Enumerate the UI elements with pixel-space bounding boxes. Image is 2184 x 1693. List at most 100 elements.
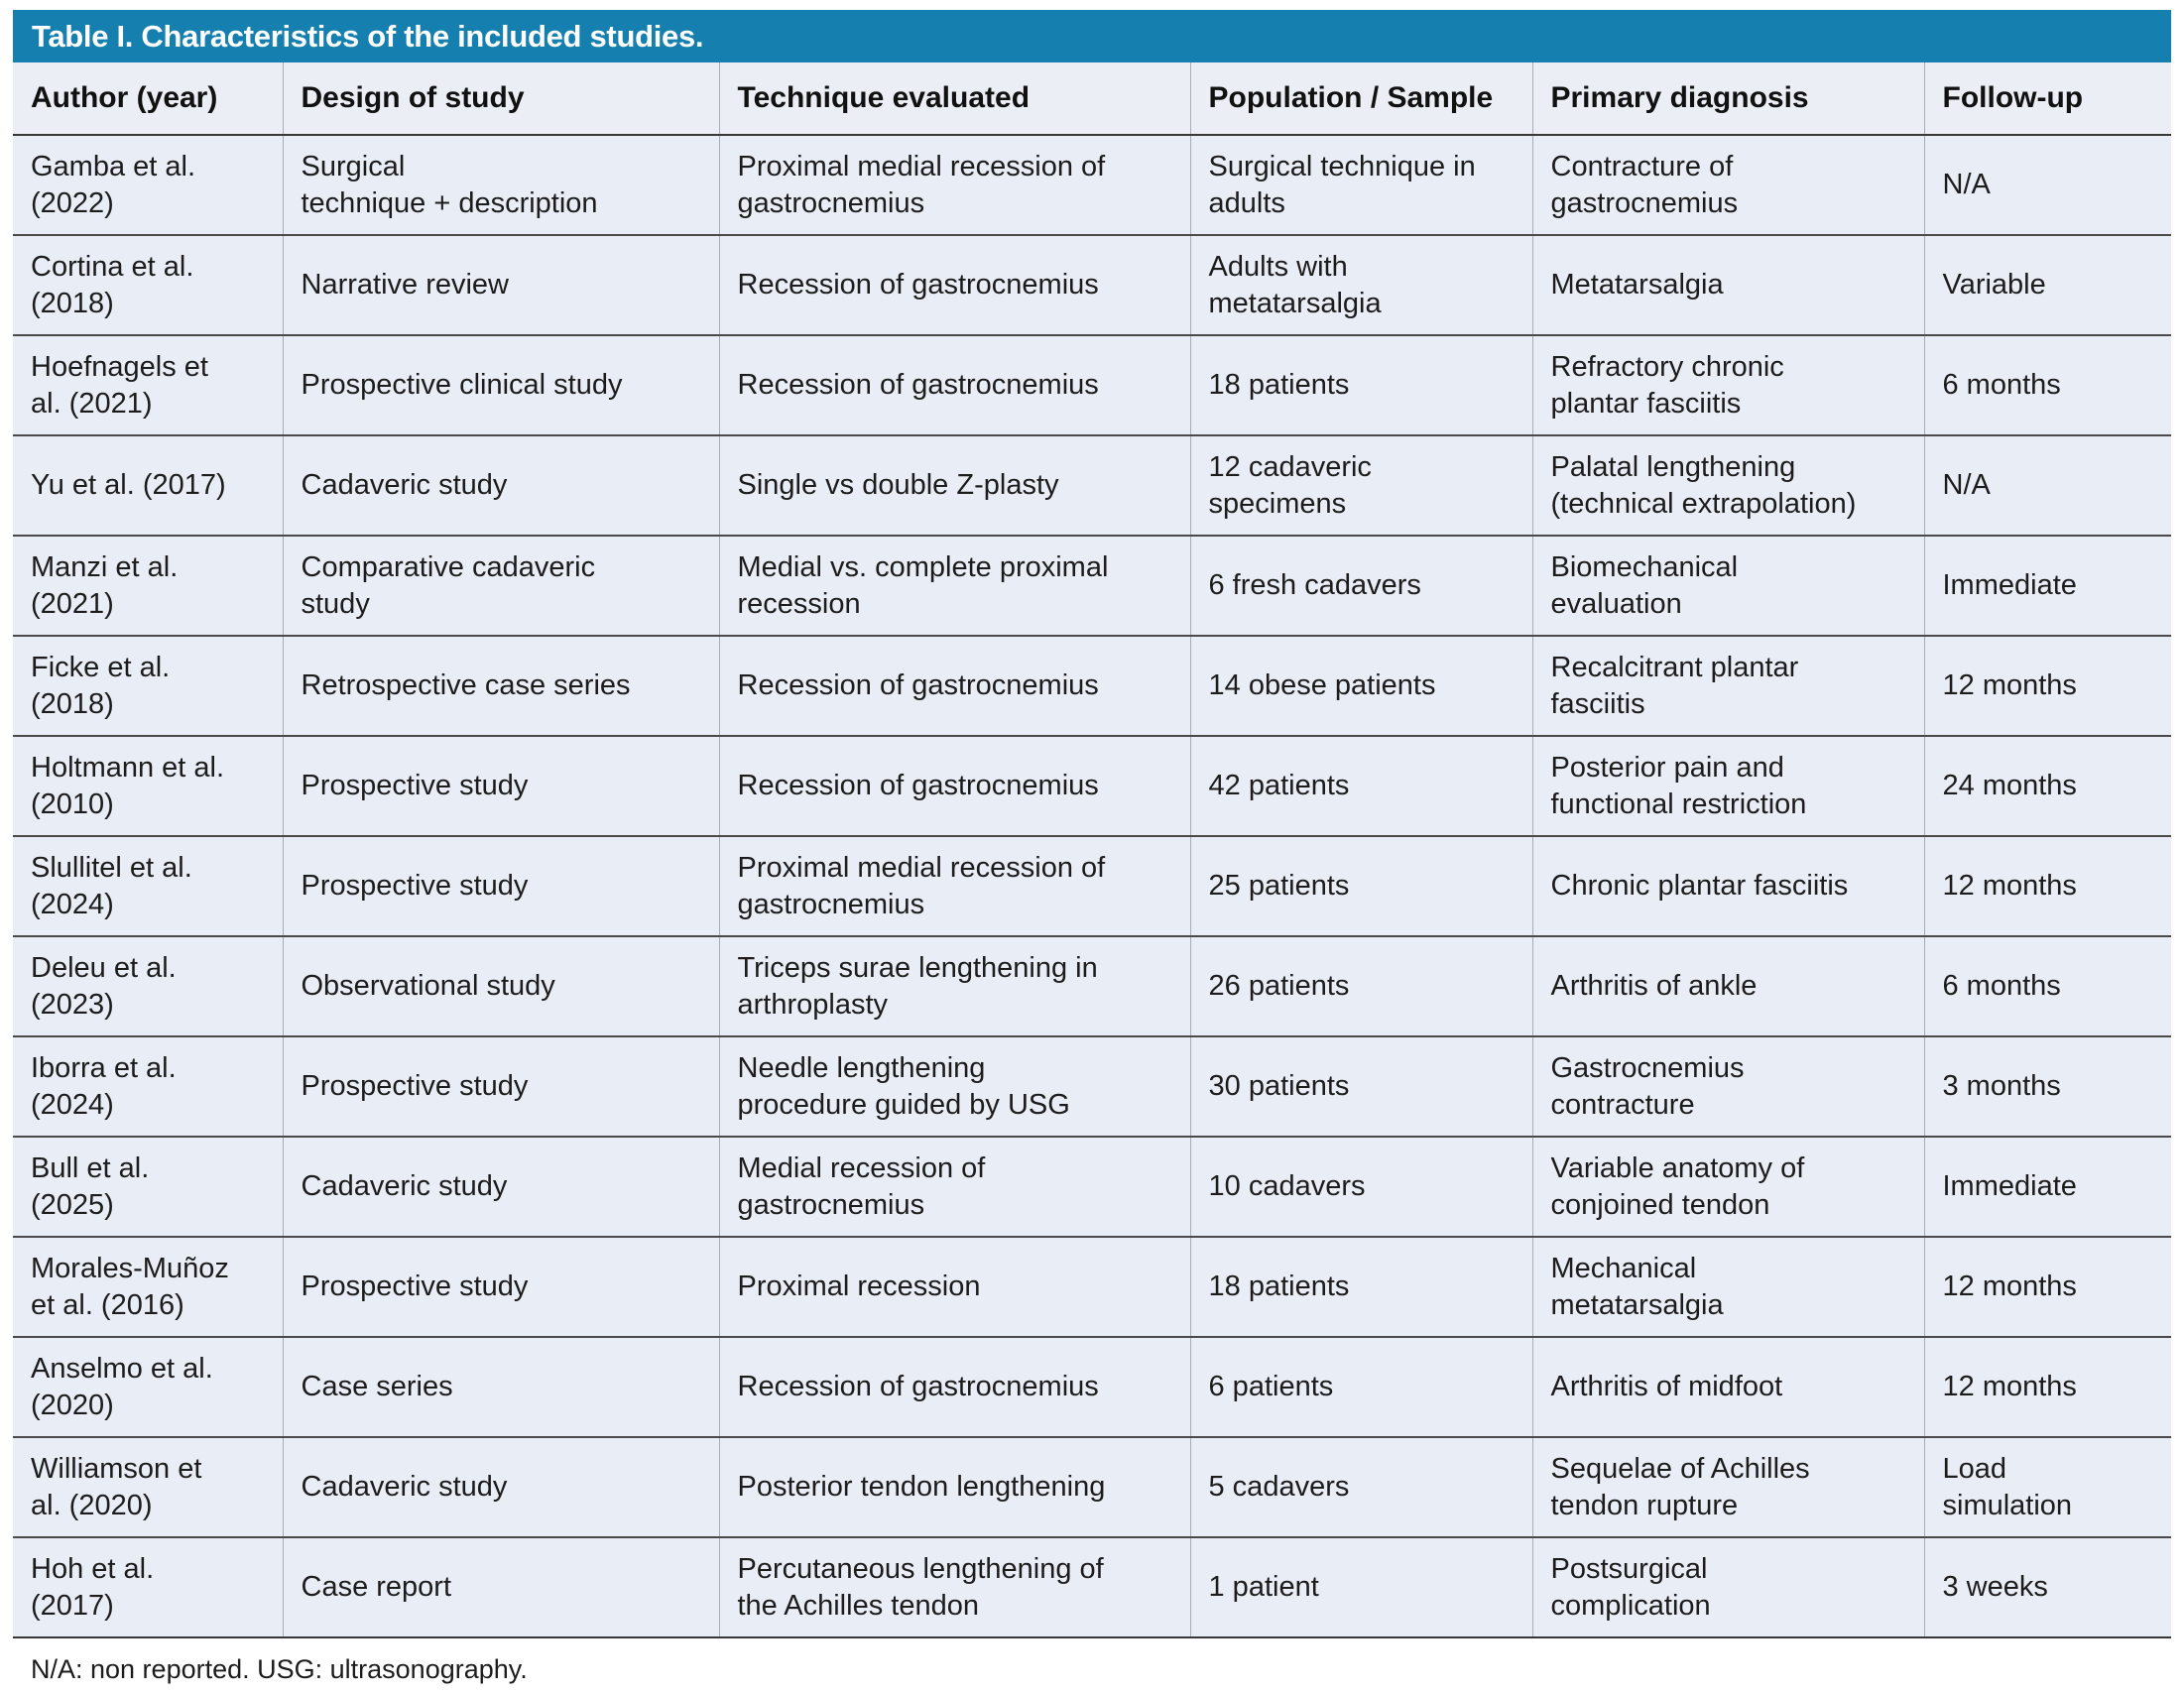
table-cell: 3 months	[1923, 1035, 2171, 1137]
table-row: Manzi et al. (2021) Comparative cadaveric…	[13, 535, 2171, 636]
table-row: Slullitel et al. (2024) Prospective study…	[13, 835, 2171, 936]
column-header: Population / Sample	[1189, 62, 1532, 136]
table-cell: Narrative review	[282, 234, 719, 335]
table-cell: Prospective study	[282, 1236, 719, 1337]
table-cell: Recession of gastrocnemius	[718, 234, 1190, 335]
table-row: Bull et al. (2025) Cadaveric study Medial …	[13, 1136, 2171, 1237]
column-header: Primary diagnosis	[1531, 62, 1924, 136]
table-cell: Gamba et al. (2022)	[13, 135, 283, 235]
table-cell: Adults with metatarsalgia	[1189, 234, 1532, 335]
table-row: Gamba et al. (2022) Surgical technique + …	[13, 135, 2171, 235]
table-cell: Contracture of gastrocnemius	[1531, 135, 1924, 235]
table-cell: Gastrocnemius contracture	[1531, 1035, 1924, 1137]
table-cell: Prospective clinical study	[282, 334, 719, 435]
table-head: Author (year) Design of study Technique ev…	[13, 62, 2171, 136]
table-cell: N/A	[1923, 135, 2171, 235]
table-cell: Holtmann et al. (2010)	[13, 735, 283, 836]
table-cell: Williamson et al. (2020)	[13, 1436, 283, 1537]
table-cell: 30 patients	[1189, 1035, 1532, 1137]
table-cell: 18 patients	[1189, 334, 1532, 435]
table-cell: Hoefnagels et al. (2021)	[13, 334, 283, 435]
table-cell: Proximal recession	[718, 1236, 1190, 1337]
table-row: Morales-Muñoz et al. (2016) Prospective s…	[13, 1236, 2171, 1337]
header-row: Author (year) Design of study Technique ev…	[13, 62, 2171, 136]
table-cell: 14 obese patients	[1189, 635, 1532, 736]
table-cell: Cadaveric study	[282, 434, 719, 536]
table-cell: Recalcitrant plantar fasciitis	[1531, 635, 1924, 736]
table-cell: Variable anatomy of conjoined tendon	[1531, 1136, 1924, 1237]
table-cell: Surgical technique + description	[282, 135, 719, 235]
table-row: Holtmann et al. (2010) Prospective study R…	[13, 735, 2171, 836]
table-cell: Recession of gastrocnemius	[718, 735, 1190, 836]
table-cell: Biomechanical evaluation	[1531, 535, 1924, 636]
table-cell: Mechanical metatarsalgia	[1531, 1236, 1924, 1337]
table-cell: 10 cadavers	[1189, 1136, 1532, 1237]
table-cell: Prospective study	[282, 735, 719, 836]
column-header: Design of study	[282, 62, 719, 136]
table-cell: 12 months	[1923, 1336, 2171, 1437]
table-cell: Comparative cadaveric study	[282, 535, 719, 636]
table-cell: 6 fresh cadavers	[1189, 535, 1532, 636]
table-cell: Deleu et al. (2023)	[13, 935, 283, 1036]
table-cell: Prospective study	[282, 835, 719, 936]
table-title-bar: Table I. Characteristics of the included…	[13, 10, 2171, 62]
table-cell: Case series	[282, 1336, 719, 1437]
table-row: Hoefnagels et al. (2021) Prospective clin…	[13, 334, 2171, 435]
table-cell: 24 months	[1923, 735, 2171, 836]
table-cell: Proximal medial recession of gastrocnemi…	[718, 835, 1190, 936]
table-cell: 26 patients	[1189, 935, 1532, 1036]
table-cell: 12 months	[1923, 635, 2171, 736]
table-cell: 12 months	[1923, 1236, 2171, 1337]
table-cell: 3 weeks	[1923, 1536, 2171, 1638]
table-cell: Postsurgical complication	[1531, 1536, 1924, 1638]
table-cell: Load simulation	[1923, 1436, 2171, 1537]
table-cell: 12 months	[1923, 835, 2171, 936]
table-cell: Refractory chronic plantar fasciitis	[1531, 334, 1924, 435]
table-cell: Sequelae of Achilles tendon rupture	[1531, 1436, 1924, 1537]
table-cell: Single vs double Z-plasty	[718, 434, 1190, 536]
table-cell: Cadaveric study	[282, 1436, 719, 1537]
table-cell: 5 cadavers	[1189, 1436, 1532, 1537]
table-cell: Recession of gastrocnemius	[718, 1336, 1190, 1437]
table-row: Williamson et al. (2020) Cadaveric study P…	[13, 1436, 2171, 1537]
table-cell: Arthritis of midfoot	[1531, 1336, 1924, 1437]
table-cell: Prospective study	[282, 1035, 719, 1137]
table-cell: Ficke et al. (2018)	[13, 635, 283, 736]
table-cell: Immediate	[1923, 1136, 2171, 1237]
table-cell: Cortina et al. (2018)	[13, 234, 283, 335]
table-cell: N/A	[1923, 434, 2171, 536]
table-cell: Hoh et al. (2017)	[13, 1536, 283, 1638]
table-cell: Arthritis of ankle	[1531, 935, 1924, 1036]
table-cell: 6 patients	[1189, 1336, 1532, 1437]
column-header: Author (year)	[13, 62, 283, 136]
table-cell: Case report	[282, 1536, 719, 1638]
table-cell: Recession of gastrocnemius	[718, 635, 1190, 736]
table-cell: Medial vs. complete proximal recession	[718, 535, 1190, 636]
table-row: Ficke et al. (2018) Retrospective case se…	[13, 635, 2171, 736]
table-cell: Chronic plantar fasciitis	[1531, 835, 1924, 936]
table-cell: Triceps surae lengthening in arthroplast…	[718, 935, 1190, 1036]
column-header: Technique evaluated	[718, 62, 1190, 136]
table-row: Iborra et al. (2024) Prospective study Nee…	[13, 1035, 2171, 1137]
table-row: Deleu et al. (2023) Observational study Tr…	[13, 935, 2171, 1036]
table-cell: Metatarsalgia	[1531, 234, 1924, 335]
table-row: Anselmo et al. (2020) Case series Recessio…	[13, 1336, 2171, 1437]
table-cell: Variable	[1923, 234, 2171, 335]
table-cell: 6 months	[1923, 935, 2171, 1036]
table-cell: 18 patients	[1189, 1236, 1532, 1337]
table-row: Cortina et al. (2018) Narrative review Rec…	[13, 234, 2171, 335]
table-title: Table I. Characteristics of the included…	[32, 18, 704, 54]
table-cell: Medial recession of gastrocnemius	[718, 1136, 1190, 1237]
column-header: Follow-up	[1923, 62, 2171, 136]
studies-table: Author (year) Design of study Technique ev…	[13, 62, 2171, 1638]
table-cell: Percutaneous lengthening of the Achilles…	[718, 1536, 1190, 1638]
table-cell: Immediate	[1923, 535, 2171, 636]
table-cell: Bull et al. (2025)	[13, 1136, 283, 1237]
table-cell: 42 patients	[1189, 735, 1532, 836]
table-cell: Needle lengthening procedure guided by U…	[718, 1035, 1190, 1137]
table-cell: Observational study	[282, 935, 719, 1036]
table-cell: Iborra et al. (2024)	[13, 1035, 283, 1137]
table-cell: Cadaveric study	[282, 1136, 719, 1237]
table-cell: Recession of gastrocnemius	[718, 334, 1190, 435]
